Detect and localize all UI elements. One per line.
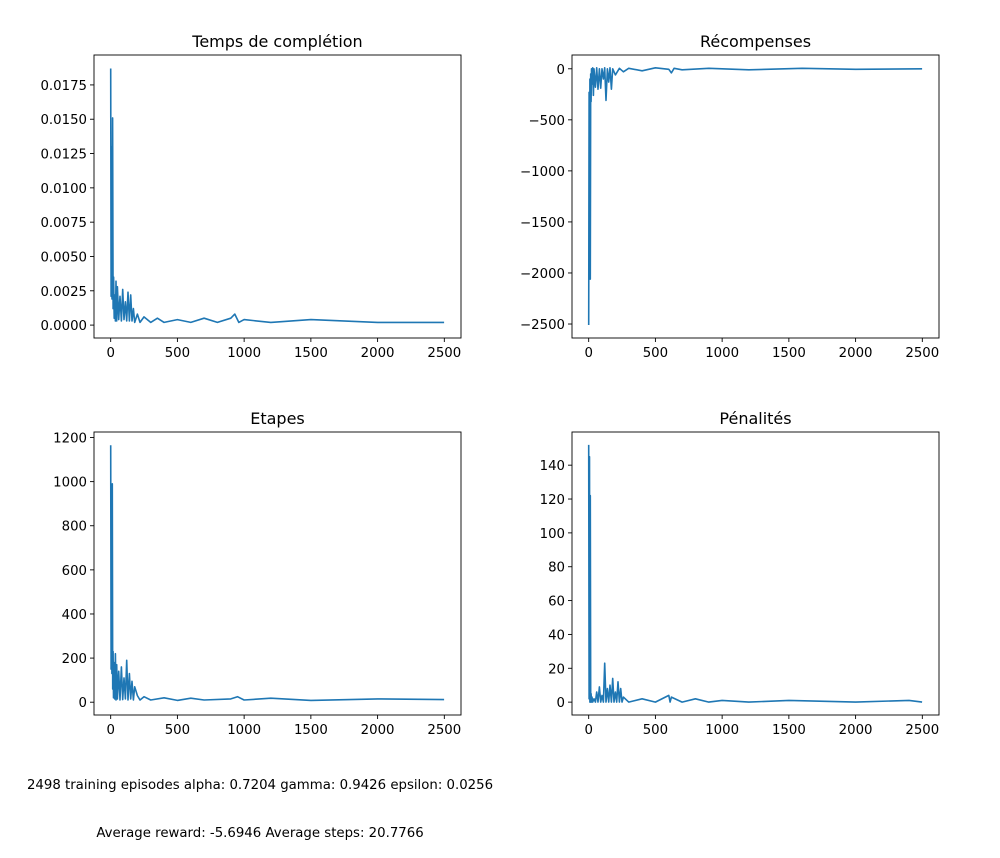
x-tick-label: 2500 — [427, 723, 461, 738]
axes-frame — [93, 431, 462, 716]
y-tick-label: 0 — [557, 696, 565, 711]
x-tick-label: 2000 — [839, 723, 873, 738]
subplot-title: Etapes — [250, 409, 305, 428]
x-tick-label: 2500 — [905, 723, 939, 738]
subplot-title: Récompenses — [700, 32, 811, 51]
x-tick-label: 0 — [106, 723, 114, 738]
y-tick-label: −2000 — [520, 267, 565, 282]
subplot-title: Pénalités — [719, 409, 791, 428]
y-tick-label: 80 — [548, 561, 565, 576]
y-tick-label: 140 — [540, 459, 565, 474]
subplot-4: Pénalités 0 500 1000 1500 2000 2500 0 20 40 60 80 10… — [540, 409, 940, 738]
x-tick-label: 1000 — [227, 346, 261, 361]
axes-frame — [93, 54, 462, 339]
y-tick-label: 100 — [540, 527, 565, 542]
x-tick-label: 1000 — [705, 723, 739, 738]
y-tick-label: 0.0050 — [40, 250, 87, 265]
y-tick-label: 200 — [62, 652, 87, 667]
y-tick-label: 0.0150 — [40, 113, 87, 128]
training-summary-line-1: 2498 training episodes alpha: 0.7204 gam… — [26, 778, 494, 793]
x-tick-label: 0 — [106, 346, 114, 361]
x-tick-label: 2000 — [361, 346, 395, 361]
x-tick-label: 2000 — [361, 723, 395, 738]
y-tick-label: 0.0125 — [40, 148, 87, 163]
subplot-2: Récompenses 0 500 1000 1500 2000 2500 −2500 −200… — [520, 32, 940, 361]
y-tick-label: 20 — [548, 662, 565, 677]
x-tick-label: 2500 — [905, 346, 939, 361]
x-tick-label: 1500 — [772, 346, 806, 361]
series-line — [587, 67, 923, 326]
x-tick-label: 500 — [643, 346, 668, 361]
x-tick-label: 1500 — [772, 723, 806, 738]
training-summary-line-2: Average reward: -5.6946 Average steps: 2… — [96, 826, 424, 841]
axes-frame — [571, 431, 940, 716]
y-tick-label: 1000 — [53, 476, 87, 491]
series-line — [587, 444, 923, 703]
x-tick-label: 1500 — [294, 723, 328, 738]
y-tick-label: 1200 — [53, 432, 87, 447]
x-tick-label: 500 — [643, 723, 668, 738]
training-summary: 2498 training episodes alpha: 0.7204 gam… — [10, 746, 510, 858]
y-tick-label: 0.0075 — [40, 216, 87, 231]
y-tick-label: 40 — [548, 628, 565, 643]
x-tick-label: 500 — [165, 723, 190, 738]
series-line — [109, 445, 445, 702]
y-tick-label: 0 — [79, 696, 87, 711]
x-tick-label: 1500 — [294, 346, 328, 361]
x-tick-label: 1000 — [705, 346, 739, 361]
x-tick-label: 1000 — [227, 723, 261, 738]
y-tick-label: 60 — [548, 595, 565, 610]
axes-frame — [571, 54, 940, 339]
subplot-1: Temps de complétion 0 500 1000 1500 2000 2500 0… — [40, 32, 462, 361]
x-tick-label: 2000 — [839, 346, 873, 361]
y-tick-label: 600 — [62, 564, 87, 579]
y-tick-label: −1000 — [520, 165, 565, 180]
subplot-title: Temps de complétion — [191, 32, 362, 51]
y-tick-label: −1500 — [520, 216, 565, 231]
y-tick-label: 0.0100 — [40, 182, 87, 197]
x-tick-label: 500 — [165, 346, 190, 361]
y-tick-label: 0.0175 — [40, 79, 87, 94]
y-tick-label: 0.0000 — [40, 319, 87, 334]
y-tick-label: 0.0025 — [40, 285, 87, 300]
y-tick-label: 400 — [62, 608, 87, 623]
series-line — [109, 68, 445, 324]
x-tick-label: 0 — [584, 723, 592, 738]
y-tick-label: −500 — [528, 114, 565, 129]
subplot-3: Etapes 0 500 1000 1500 2000 2500 0 200 400 600 800 1… — [53, 409, 462, 738]
y-tick-label: 120 — [540, 493, 565, 508]
y-tick-label: 800 — [62, 520, 87, 535]
y-tick-label: 0 — [557, 63, 565, 78]
x-tick-label: 2500 — [427, 346, 461, 361]
x-tick-label: 0 — [584, 346, 592, 361]
y-tick-label: −2500 — [520, 318, 565, 333]
